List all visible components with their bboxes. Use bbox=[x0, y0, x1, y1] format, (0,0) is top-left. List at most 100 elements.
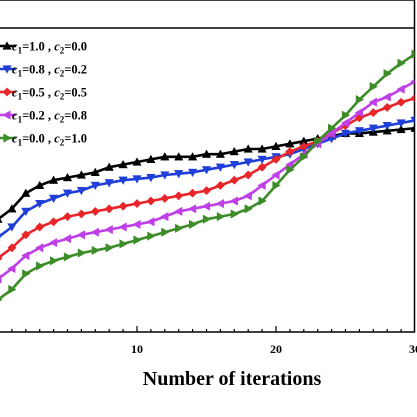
legend-var: c bbox=[54, 63, 60, 77]
series-3-point bbox=[243, 170, 253, 180]
series-1-point bbox=[62, 172, 73, 182]
legend-var: c bbox=[54, 132, 60, 146]
series-2-point bbox=[187, 168, 198, 178]
series-1-point bbox=[271, 141, 281, 151]
series-4-point bbox=[173, 206, 183, 217]
series-4-point bbox=[257, 180, 266, 191]
series-1-point bbox=[76, 170, 87, 179]
series-1-point bbox=[160, 152, 170, 161]
series-2-point bbox=[21, 207, 31, 217]
x-axis-title: Number of iterations bbox=[143, 368, 322, 390]
legend-value: =0.2 bbox=[64, 63, 87, 77]
series-4-point bbox=[229, 196, 238, 206]
series-5-point bbox=[397, 58, 406, 68]
series-3-point bbox=[368, 108, 378, 118]
series-3-point bbox=[382, 102, 392, 112]
series-3-line bbox=[0, 97, 415, 259]
series-2-point bbox=[174, 170, 184, 179]
legend-swatch-marker bbox=[2, 41, 12, 50]
series-4-point bbox=[354, 107, 364, 118]
series-2-line bbox=[0, 119, 415, 238]
series-3-point bbox=[215, 180, 225, 190]
series-1-point bbox=[243, 144, 253, 153]
series-1-point bbox=[90, 167, 100, 177]
series-5-point bbox=[36, 261, 45, 271]
series-5-point bbox=[147, 231, 156, 241]
series-1-point bbox=[0, 218, 3, 223]
legend-item-2: c1=0.8 , c2=0.2 bbox=[0, 63, 87, 79]
series-5-point bbox=[22, 269, 31, 279]
series-5-point bbox=[383, 68, 392, 79]
legend-item-1: c1=1.0 , c2=0.0 bbox=[0, 40, 87, 56]
legend-label: c1=0.8 , c2=0.2 bbox=[12, 63, 87, 79]
legend-value: =0.0 bbox=[64, 40, 87, 54]
series-5-point bbox=[0, 298, 3, 302]
series-5-point bbox=[300, 152, 309, 162]
series-5-point bbox=[49, 256, 59, 266]
series-2-point bbox=[257, 155, 267, 165]
series-3-point bbox=[299, 141, 309, 151]
x-axis-ticks: 10 20 30 bbox=[11, 326, 417, 356]
series-1-point bbox=[35, 180, 45, 190]
series-4-line bbox=[0, 80, 415, 280]
series-5-point bbox=[230, 209, 240, 219]
series-1-point bbox=[382, 126, 392, 135]
series-5-point bbox=[8, 284, 17, 295]
x-tick-label: 30 bbox=[409, 342, 417, 356]
series-1-point bbox=[229, 146, 239, 156]
series-1-point bbox=[118, 159, 128, 169]
series-5-point bbox=[91, 245, 101, 256]
series-2-point bbox=[146, 173, 156, 183]
series-3-point bbox=[90, 206, 100, 216]
series-1-line bbox=[0, 126, 415, 220]
legend-value: =1.0 , bbox=[22, 40, 54, 54]
series-3-point bbox=[174, 191, 184, 201]
series-1-point bbox=[21, 188, 31, 197]
series-4-point bbox=[48, 237, 58, 248]
series-2-point bbox=[104, 179, 114, 188]
legend-value: =0.5 bbox=[64, 86, 87, 100]
series-5-point bbox=[258, 196, 267, 206]
series-5-point bbox=[355, 94, 365, 105]
series-4-point bbox=[90, 227, 99, 237]
series-3-point bbox=[21, 230, 31, 240]
series-2-point bbox=[48, 194, 59, 204]
x-tick-label: 20 bbox=[270, 342, 282, 356]
legend-swatch-marker bbox=[2, 110, 11, 120]
legend-subscript: 2 bbox=[60, 46, 65, 56]
legend-subscript: 2 bbox=[60, 138, 65, 148]
series-3-point bbox=[271, 154, 281, 164]
series-3 bbox=[0, 94, 415, 261]
series-2-point bbox=[354, 127, 365, 136]
legend-subscript: 2 bbox=[60, 92, 65, 102]
series-3-point bbox=[201, 186, 212, 196]
series-4-point bbox=[118, 222, 127, 232]
series-4-point bbox=[160, 211, 169, 222]
series-4-point bbox=[215, 198, 225, 209]
series-5-point bbox=[188, 219, 198, 230]
series-3-point bbox=[396, 97, 406, 107]
series-1-point bbox=[104, 162, 114, 171]
series-1-point bbox=[146, 154, 156, 164]
legend-subscript: 1 bbox=[18, 115, 23, 125]
legend-label: c1=0.0 , c2=1.0 bbox=[12, 132, 87, 148]
series-4-point bbox=[410, 79, 415, 84]
series-4-point bbox=[132, 219, 141, 230]
legend-label: c1=0.2 , c2=0.8 bbox=[12, 109, 87, 125]
legend-subscript: 2 bbox=[60, 115, 65, 125]
series-4-point bbox=[146, 217, 155, 227]
series-5 bbox=[0, 49, 415, 302]
series-5-point bbox=[202, 214, 212, 224]
series-1-point bbox=[48, 175, 59, 184]
legend-var: c bbox=[12, 86, 18, 100]
series-5-point bbox=[272, 180, 281, 191]
legend-var: c bbox=[12, 63, 18, 77]
series-1-point bbox=[174, 152, 184, 161]
legend-subscript: 1 bbox=[18, 92, 23, 102]
series-1-point bbox=[410, 124, 415, 132]
series-4-point bbox=[76, 230, 86, 240]
legend-swatch-marker bbox=[2, 65, 12, 74]
series-1-point bbox=[215, 149, 226, 158]
series-5-point bbox=[286, 165, 295, 175]
series-3-point bbox=[49, 217, 59, 227]
